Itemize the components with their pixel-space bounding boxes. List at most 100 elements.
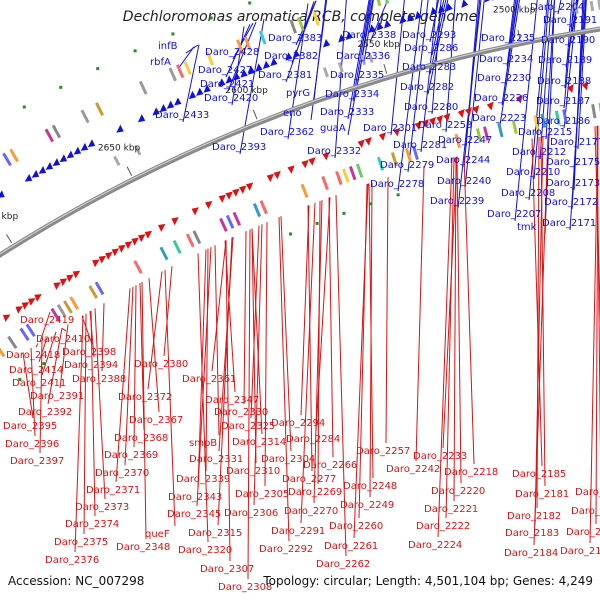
reverse-gene-label[interactable]: Daro_2220 [431, 486, 485, 497]
reverse-gene-label[interactable]: Daro_2222 [416, 521, 470, 532]
forward-gene-label[interactable]: Daro_2281 [393, 140, 447, 151]
forward-gene-label[interactable]: Daro_2177 [550, 137, 600, 148]
reverse-gene-label[interactable]: Daro_2249 [340, 500, 394, 511]
forward-gene-label[interactable]: Daro_2383 [268, 33, 322, 44]
reverse-gene-label[interactable]: Daro_2372 [118, 392, 172, 403]
forward-gene-label[interactable]: Daro_2175 [546, 157, 600, 168]
reverse-gene-label[interactable]: queF [145, 529, 170, 540]
forward-gene-label[interactable]: Daro_2332 [307, 146, 361, 157]
reverse-gene-label[interactable]: Daro_2266 [303, 460, 357, 471]
forward-gene-label[interactable]: Daro_2427 [198, 65, 252, 76]
reverse-gene-label[interactable]: Daro_2395 [3, 421, 57, 432]
forward-gene-label[interactable]: Daro_2240 [437, 176, 491, 187]
reverse-gene-label[interactable]: Daro_2394 [64, 360, 118, 371]
forward-gene-label[interactable]: Daro_2230 [477, 73, 531, 84]
reverse-gene-label[interactable]: Daro_2411 [12, 378, 66, 389]
reverse-gene-label[interactable]: Daro_2419 [20, 315, 74, 326]
forward-gene-label[interactable]: Daro_2207 [487, 209, 541, 220]
reverse-gene-label[interactable]: Daro_2368 [114, 433, 168, 444]
forward-gene-label[interactable]: Daro_2171 [542, 218, 596, 229]
reverse-gene-label[interactable]: Daro_2262 [316, 559, 370, 570]
forward-gene-label[interactable]: infB [158, 41, 178, 52]
forward-gene-label[interactable]: Daro_2226 [474, 93, 528, 104]
reverse-gene-label[interactable]: Daro_2367 [129, 415, 183, 426]
forward-gene-label[interactable]: Daro_2186 [536, 116, 590, 127]
forward-gene-label[interactable]: Daro_2282 [400, 82, 454, 93]
reverse-gene-label[interactable]: Daro_2361 [182, 374, 236, 385]
forward-gene-label[interactable]: Daro_2208 [501, 188, 555, 199]
forward-gene-label[interactable]: Daro_2172 [544, 197, 598, 208]
forward-gene-label[interactable]: Daro_2433 [155, 110, 209, 121]
forward-gene-label[interactable]: Daro_2247 [438, 135, 492, 146]
forward-gene-label[interactable]: Daro_2278 [370, 179, 424, 190]
forward-gene-label[interactable]: Daro_2362 [260, 127, 314, 138]
reverse-gene-label[interactable]: Daro_2307 [200, 564, 254, 575]
reverse-gene-label[interactable]: Daro_2320 [178, 545, 232, 556]
reverse-gene-label[interactable]: Daro_2410 [36, 334, 90, 345]
forward-gene-label[interactable]: Daro_2421 [200, 79, 254, 90]
forward-gene-label[interactable]: Daro_2210 [506, 167, 560, 178]
reverse-gene-label[interactable]: Daro_2331 [189, 454, 243, 465]
forward-gene-label[interactable]: Daro_2286 [404, 43, 458, 54]
forward-gene-label[interactable]: Daro_2204 [530, 2, 584, 13]
reverse-gene-label[interactable]: Daro_2370 [95, 468, 149, 479]
forward-gene-label[interactable]: Daro_2338 [342, 30, 396, 41]
reverse-gene-label[interactable]: Daro_2388 [72, 374, 126, 385]
forward-gene-label[interactable]: Daro_2223 [472, 113, 526, 124]
forward-gene-label[interactable]: Daro_2190 [541, 35, 595, 46]
reverse-gene-label[interactable]: Daro_2347 [205, 395, 259, 406]
reverse-gene-label[interactable]: Daro_2182 [507, 511, 561, 522]
reverse-gene-label[interactable]: Daro_2371 [86, 485, 140, 496]
forward-gene-label[interactable]: pyrG [286, 88, 310, 99]
forward-gene-label[interactable]: Daro_2333 [320, 107, 374, 118]
forward-gene-label[interactable]: Daro_2173 [546, 178, 600, 189]
reverse-gene-label[interactable]: Daro_2396 [5, 439, 59, 450]
reverse-gene-label[interactable]: Daro_2391 [30, 391, 84, 402]
reverse-gene-label[interactable]: Daro_2284 [286, 434, 340, 445]
forward-gene-label[interactable]: Daro_2188 [537, 76, 591, 87]
reverse-gene-label[interactable]: Daro_2414 [9, 365, 63, 376]
reverse-gene-label[interactable]: Daro_2325 [221, 421, 275, 432]
reverse-gene-label[interactable]: Daro_2398 [62, 347, 116, 358]
reverse-gene-label[interactable]: Daro_2304 [261, 454, 315, 465]
forward-gene-label[interactable]: Daro_2215 [518, 127, 572, 138]
reverse-gene-label[interactable]: Daro_2277 [282, 474, 336, 485]
reverse-gene-label[interactable]: Daro_2392 [18, 407, 72, 418]
reverse-gene-label[interactable]: Daro_2242 [386, 464, 440, 475]
reverse-gene-label[interactable]: Daro_2380 [134, 359, 188, 370]
forward-gene-label[interactable]: guaA [320, 123, 346, 134]
forward-gene-label[interactable]: Daro_2258 [418, 120, 472, 131]
reverse-gene-label[interactable]: Daro_2269 [288, 487, 342, 498]
forward-gene-label[interactable]: Daro_2293 [402, 30, 456, 41]
forward-gene-label[interactable]: Daro_2420 [204, 93, 258, 104]
reverse-gene-label[interactable]: Daro_2181 [515, 489, 569, 500]
forward-gene-label[interactable]: Daro_2244 [436, 155, 490, 166]
forward-gene-label[interactable]: Daro_2283 [402, 62, 456, 73]
forward-gene-label[interactable]: Daro_2235 [481, 33, 535, 44]
forward-gene-label[interactable]: Daro_2279 [380, 160, 434, 171]
reverse-gene-label[interactable]: Daro_2157 [566, 527, 600, 538]
forward-gene-label[interactable]: Daro_2335 [330, 70, 384, 81]
reverse-gene-label[interactable]: Daro_2221 [424, 504, 478, 515]
forward-gene-label[interactable]: Daro_2187 [536, 96, 590, 107]
reverse-gene-label[interactable]: smpB [189, 438, 217, 449]
forward-gene-label[interactable]: Daro_2301 [363, 123, 417, 134]
reverse-gene-label[interactable]: Daro_2224 [408, 540, 462, 551]
forward-gene-label[interactable]: Daro_2191 [543, 15, 597, 26]
reverse-gene-label[interactable]: Daro_2343 [168, 492, 222, 503]
reverse-gene-label[interactable]: Daro_2397 [10, 456, 64, 467]
reverse-gene-label[interactable]: Daro_2375 [54, 537, 108, 548]
forward-gene-label[interactable]: tmk [517, 222, 537, 233]
forward-gene-label[interactable]: Daro_2428 [205, 47, 259, 58]
forward-gene-label[interactable]: Daro_2382 [264, 51, 318, 62]
reverse-gene-label[interactable]: Daro_2185 [512, 469, 566, 480]
reverse-gene-label[interactable]: Daro_2294 [271, 418, 325, 429]
reverse-gene-label[interactable]: Daro_2418 [6, 350, 60, 361]
reverse-gene-label[interactable]: Daro_2330 [214, 407, 268, 418]
forward-gene-label[interactable]: rbfA [150, 57, 171, 68]
reverse-gene-label[interactable]: Daro_2218 [444, 467, 498, 478]
reverse-gene-label[interactable]: Daro_2345 [167, 509, 221, 520]
reverse-gene-label[interactable]: Daro_2314 [232, 437, 286, 448]
forward-gene-label[interactable]: Daro_2234 [479, 54, 533, 65]
reverse-gene-label[interactable]: Daro_2155 [575, 487, 600, 498]
